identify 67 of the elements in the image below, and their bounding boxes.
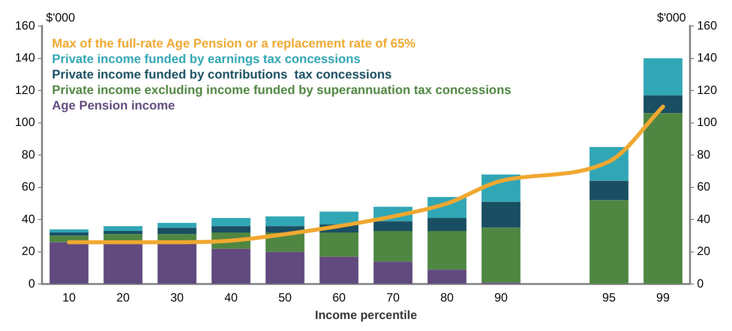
y2-tick-label: 80 (696, 147, 711, 162)
bar (50, 232, 88, 236)
bar (644, 58, 682, 96)
text: Private income funded by contributions tax concessions (52, 68, 392, 82)
bar (50, 229, 88, 233)
bar (158, 222, 196, 228)
y-tick-label: 60 (22, 180, 36, 194)
bar (212, 226, 250, 233)
bar (158, 244, 196, 284)
x-tick-label: 80 (440, 290, 454, 305)
y2-tick-label: 120 (696, 82, 718, 97)
y-tick-label: 80 (22, 147, 36, 162)
x-tick-label: 30 (170, 290, 184, 305)
bar (212, 218, 250, 226)
y2-tick-label: 60 (696, 180, 711, 194)
bar (266, 216, 304, 226)
bar (644, 113, 682, 284)
bar (320, 232, 358, 257)
bar (428, 270, 466, 284)
x-tick-label: 70 (386, 290, 400, 305)
bar (104, 226, 142, 231)
bar (104, 244, 142, 284)
y2-axis-title: $'000 (656, 10, 686, 24)
y-axis-title: $'000 (46, 10, 76, 24)
y-tick-label: 140 (14, 50, 36, 65)
y-tick-label: 40 (22, 212, 36, 226)
y-tick-label: 120 (14, 82, 36, 97)
bar (266, 252, 304, 284)
y2-tick-label: 40 (696, 212, 711, 226)
y2-tick-label: 20 (696, 244, 711, 258)
text: Private income excluding income funded by superannuation tax concessions (52, 83, 512, 98)
bar (320, 256, 358, 284)
y2-tick-label: 0 (696, 276, 704, 291)
x-tick-label: 90 (494, 290, 508, 305)
bar (590, 200, 628, 284)
y-tick-label: 20 (22, 244, 36, 258)
bar (590, 180, 628, 200)
text: Private income funded by earnings tax concessions (52, 52, 360, 66)
x-tick-label: 60 (332, 290, 346, 305)
bar (482, 202, 520, 228)
bar (104, 230, 142, 234)
bar (50, 242, 88, 284)
bar (374, 262, 412, 284)
x-tick-label: 20 (116, 290, 130, 305)
y2-tick-label: 100 (696, 115, 718, 130)
bar (482, 228, 520, 283)
y2-tick-label: 140 (696, 50, 718, 65)
text: Max of the full-rate Age Pension or a replacement rate of 65% (52, 36, 416, 51)
y2-tick-label: 160 (696, 18, 718, 32)
y-tick-label: 160 (14, 18, 36, 32)
x-tick-label: 99 (656, 290, 670, 305)
x-tick-label: 50 (278, 290, 292, 305)
y-tick-label: 100 (14, 115, 36, 130)
bar (428, 218, 466, 231)
x-tick-label: 10 (62, 290, 76, 305)
x-tick-label: 95 (602, 290, 616, 305)
bar (374, 221, 412, 231)
x-axis-title: Income percentile (314, 308, 418, 322)
bar (212, 248, 250, 284)
y-tick-label: 0 (28, 276, 36, 291)
bar (158, 228, 196, 234)
bar (374, 230, 412, 262)
text: Age Pension income (52, 98, 176, 113)
bar (644, 95, 682, 114)
bar (320, 212, 358, 224)
x-tick-label: 40 (224, 290, 238, 305)
bar (428, 230, 466, 270)
